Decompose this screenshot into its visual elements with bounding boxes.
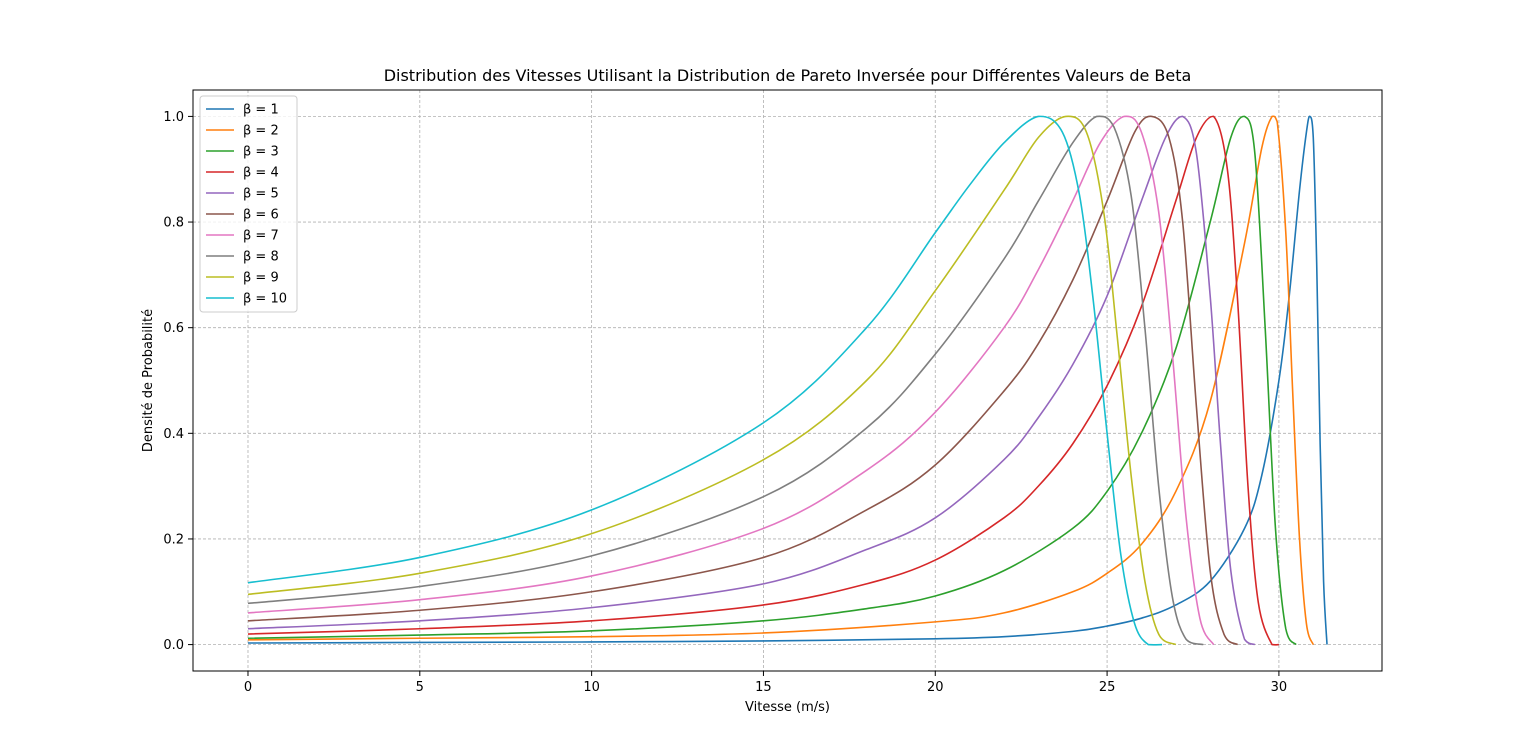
series-line-beta-3	[247, 115, 1297, 646]
legend-label: β = 2	[243, 124, 279, 139]
series-line-beta-6	[247, 115, 1239, 646]
x-tick-label: 25	[1099, 680, 1116, 695]
legend-label: β = 8	[243, 250, 279, 265]
y-tick-label: 0.6	[163, 321, 184, 336]
x-tick-label: 15	[755, 680, 772, 695]
series-line-beta-8	[247, 115, 1204, 646]
legend-label: β = 5	[243, 187, 279, 202]
series-lines	[247, 115, 1328, 646]
series-line-beta-10	[247, 115, 1163, 646]
y-axis-label: Densité de Probabilité	[141, 309, 156, 452]
legend-label: β = 10	[243, 292, 287, 307]
series-line-beta-4	[247, 115, 1279, 646]
plot-frame	[192, 89, 1383, 672]
legend: β = 1 β = 2 β = 3 β = 4 β = 5 β = 6 β = 7 β = 8…	[199, 95, 298, 313]
legend-label: β = 7	[243, 229, 279, 244]
x-tick-label: 30	[1271, 680, 1288, 695]
series-line-beta-2	[247, 115, 1315, 645]
legend-label: β = 3	[243, 145, 279, 160]
x-axis-label: Vitesse (m/s)	[745, 700, 830, 715]
legend-label: β = 9	[243, 271, 279, 286]
x-tick-label: 20	[927, 680, 944, 695]
legend-box	[199, 95, 298, 313]
legend-label: β = 6	[243, 208, 279, 223]
x-tick-label: 5	[416, 680, 424, 695]
y-tick-label: 0.4	[163, 427, 184, 442]
axis-ticks: 0 5 10 15 20 25 30 0.0 0.2 0.4 0.6 0.8 1.0	[163, 110, 1287, 695]
series-line-beta-7	[247, 115, 1215, 646]
series-line-beta-9	[247, 115, 1177, 646]
y-tick-label: 0.8	[163, 216, 184, 231]
series-line-beta-5	[247, 115, 1256, 646]
x-tick-label: 0	[244, 680, 252, 695]
legend-label: β = 1	[243, 103, 279, 118]
x-tick-label: 10	[583, 680, 600, 695]
chart-title: Distribution des Vitesses Utilisant la D…	[384, 66, 1192, 85]
y-tick-label: 1.0	[163, 110, 184, 125]
legend-label: β = 4	[243, 166, 279, 181]
series-line-beta-1	[247, 115, 1328, 645]
y-tick-label: 0.0	[163, 638, 184, 653]
y-tick-label: 0.2	[163, 532, 184, 547]
